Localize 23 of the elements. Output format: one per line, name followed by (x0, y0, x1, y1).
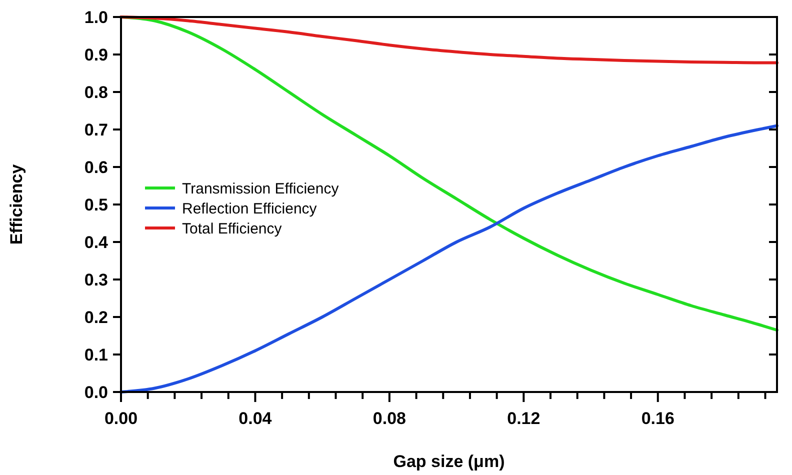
x-tick-label: 0.04 (238, 409, 272, 428)
y-tick-label: 0.5 (84, 195, 108, 214)
x-tick-label: 0.00 (104, 409, 138, 428)
y-tick-label: 0.9 (84, 45, 108, 64)
y-tick-label: 0.7 (84, 120, 108, 140)
y-tick-label: 0.2 (84, 308, 108, 327)
x-axis-title: Gap size (μm) (393, 452, 505, 471)
y-tick-label: 0.4 (84, 232, 109, 252)
y-tick-label: 0.6 (84, 158, 108, 177)
x-tick-label: 0.12 (507, 409, 540, 428)
y-tick-label: 0.3 (84, 270, 108, 290)
legend-label: Transmission Efficiency (182, 180, 340, 198)
y-tick-label: 0.0 (84, 382, 108, 402)
legend-label: Total Efficiency (182, 220, 282, 238)
x-tick-label: 0.08 (372, 409, 406, 428)
legend-label: Reflection Efficiency (182, 200, 318, 218)
y-tick-label: 0.1 (84, 345, 108, 364)
line-series (120, 124, 778, 394)
y-axis-title: Efficiency (7, 164, 26, 245)
x-tick-label: 0.16 (641, 409, 674, 428)
y-tick-label: 1.0 (84, 8, 108, 27)
line-series (120, 16, 778, 64)
y-tick-label: 0.8 (84, 82, 108, 102)
